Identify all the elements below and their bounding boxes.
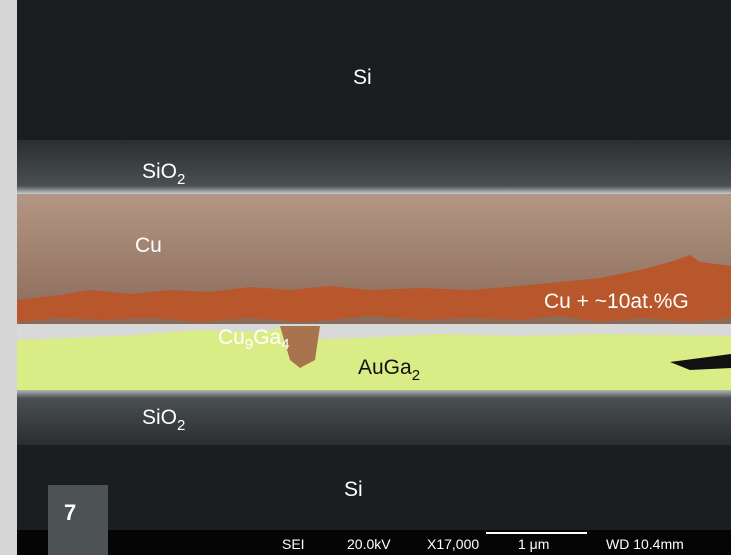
info-text: X17,000 — [427, 536, 479, 552]
sio2-layer — [17, 390, 731, 445]
layer-label: Cu + ~10at.%G — [544, 290, 689, 313]
page: Si SiO2 Cu Cu + ~10at.%G Cu9Ga4 AuGa2 Si… — [0, 0, 731, 555]
sem-image: Si SiO2 Cu Cu + ~10at.%G Cu9Ga4 AuGa2 Si… — [0, 0, 731, 555]
left-margin — [0, 0, 17, 555]
info-text: 20.0kV — [347, 536, 391, 552]
layer-label: Si — [344, 478, 363, 501]
info-text: WD 10.4mm — [606, 536, 684, 552]
si-layer — [17, 445, 731, 530]
figure-number-box — [48, 485, 108, 555]
si-layer — [17, 0, 731, 140]
layer-label: Si — [353, 66, 372, 89]
sio2-layer — [17, 140, 731, 194]
layer-label: Cu9Ga4 — [218, 326, 290, 353]
figure-number: 7 — [64, 500, 76, 525]
info-text: 1 μm — [518, 536, 549, 552]
info-text: SEI — [282, 536, 305, 552]
layer-label: Cu — [135, 234, 162, 257]
